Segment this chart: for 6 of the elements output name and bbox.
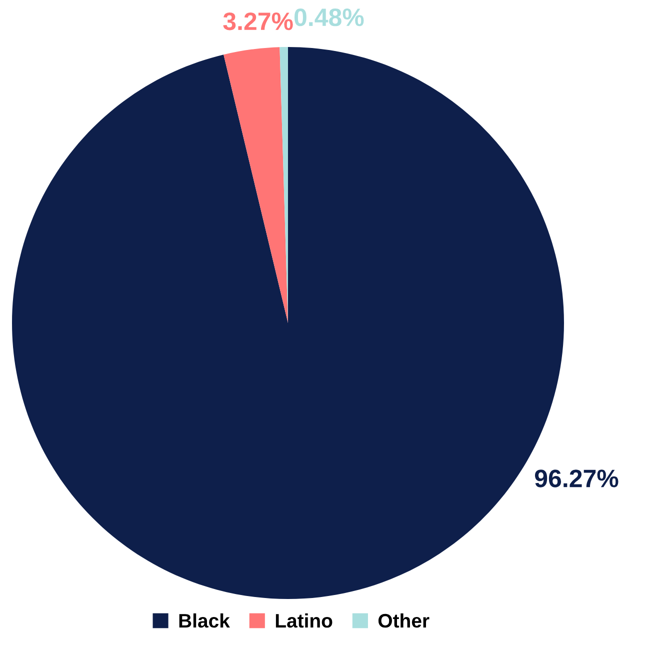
data-label: 3.27%: [223, 12, 293, 30]
legend-label: Black: [179, 613, 230, 628]
data-label: 96.27%: [534, 470, 618, 488]
legend-label: Other: [378, 613, 430, 628]
legend-label: Latino: [276, 613, 332, 628]
data-label: 0.48%: [294, 8, 364, 26]
